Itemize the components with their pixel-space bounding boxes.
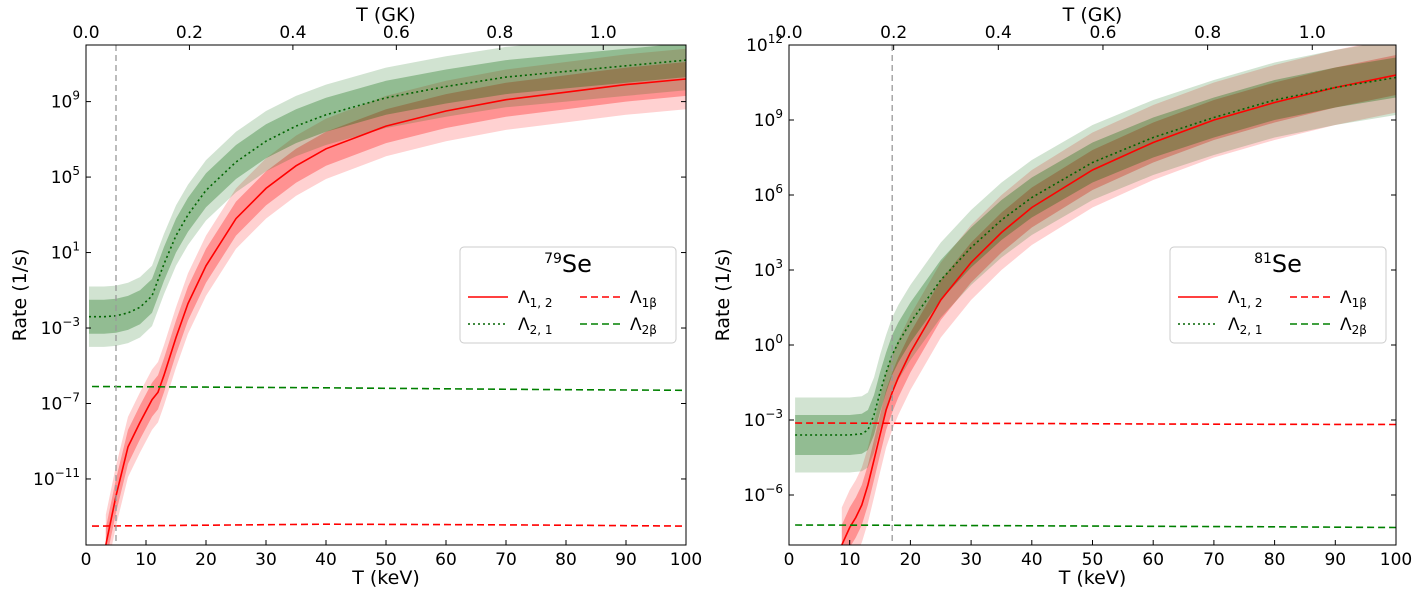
legend-label-4: Λ2β xyxy=(630,315,657,337)
x-tick-label: 10 xyxy=(135,550,157,570)
x-tick-label: 40 xyxy=(315,550,337,570)
y-tick-label: 106 xyxy=(754,182,783,206)
legend: 79Se Λ1, 2 Λ1β Λ2, 1 Λ2β xyxy=(459,246,677,344)
x-tick-label: 60 xyxy=(1142,550,1164,570)
x2-tick-label: 0.0 xyxy=(72,23,99,43)
x2-axis-label: T (GK) xyxy=(355,4,416,26)
legend-label-2: Λ1β xyxy=(630,288,657,310)
series-line-2 xyxy=(795,76,1396,436)
series-line-4 xyxy=(795,524,1396,529)
y-tick-label: 101 xyxy=(51,240,80,264)
x2-tick-label: 0.4 xyxy=(985,23,1012,43)
series-line-2 xyxy=(89,59,686,318)
x-tick-label: 30 xyxy=(960,550,982,570)
legend-box xyxy=(459,246,677,344)
legend: 81Se Λ1, 2 Λ1β Λ2, 1 Λ2β xyxy=(1169,246,1387,344)
y-axis-label: Rate (1/s) xyxy=(712,249,734,342)
x2-tick-label: 0.0 xyxy=(775,23,802,43)
legend-label-2: Λ1β xyxy=(1340,288,1367,310)
x-tick-label: 90 xyxy=(615,550,637,570)
x-tick-label: 80 xyxy=(1264,550,1286,570)
plot-area xyxy=(795,45,1396,545)
uncertainty-band-inner-1 xyxy=(841,55,1396,545)
x2-tick-label: 0.2 xyxy=(880,23,907,43)
x-axis-label: T (keV) xyxy=(1058,567,1126,589)
uncertainty-band-inner-2 xyxy=(89,45,686,334)
x2-tick-label: 0.6 xyxy=(1089,23,1116,43)
y-tick-label: 10−11 xyxy=(33,466,80,490)
x-tick-label: 70 xyxy=(1203,550,1225,570)
uncertainty-band-outer-1 xyxy=(105,48,686,545)
x-tick-label: 0 xyxy=(81,550,92,570)
x-tick-label: 30 xyxy=(255,550,277,570)
y-axis-label: Rate (1/s) xyxy=(9,249,31,342)
chart-panel-2: 0 10 20 30 40 50 60 70 80 90 100 0.0 0.2 0.4 0.6 0.8 1.0… xyxy=(712,4,1412,589)
x-tick-label: 40 xyxy=(1021,550,1043,570)
x2-tick-label: 0.4 xyxy=(279,23,306,43)
plot-area xyxy=(89,45,686,545)
legend-label-1: Λ1, 2 xyxy=(518,288,553,310)
y-tick-label: 10−3 xyxy=(41,315,80,339)
y-tick-label: 109 xyxy=(754,107,783,131)
x-tick-label: 100 xyxy=(670,550,702,570)
y-tick-label: 100 xyxy=(754,332,783,356)
series-line-1 xyxy=(105,78,686,545)
x2-axis-label: T (GK) xyxy=(1062,4,1123,26)
series-line-3 xyxy=(795,422,1396,426)
x2-tick-label: 0.8 xyxy=(486,23,513,43)
y-tick-label: 109 xyxy=(51,89,80,113)
x2-tick-label: 0.6 xyxy=(383,23,410,43)
x-tick-label: 60 xyxy=(435,550,457,570)
series-line-4 xyxy=(91,385,686,392)
x2-tick-label: 1.0 xyxy=(590,23,617,43)
chart-panel-1: 0 10 20 30 40 50 60 70 80 90 100 0.0 0.2 0.4 0.6 0.8 1.0… xyxy=(9,4,702,589)
legend-label-4: Λ2β xyxy=(1340,315,1367,337)
y-tick-label: 103 xyxy=(754,257,783,281)
x-tick-label: 10 xyxy=(839,550,861,570)
x-tick-label: 80 xyxy=(555,550,577,570)
x-tick-label: 50 xyxy=(375,550,397,570)
legend-label-1: Λ1, 2 xyxy=(1228,288,1263,310)
x-tick-label: 20 xyxy=(195,550,217,570)
series-line-3 xyxy=(91,523,686,527)
x2-tick-label: 0.2 xyxy=(176,23,203,43)
x-tick-label: 50 xyxy=(1082,550,1104,570)
legend-box xyxy=(1169,246,1387,344)
x-tick-label: 0 xyxy=(784,550,795,570)
x-tick-label: 70 xyxy=(495,550,517,570)
x2-tick-label: 1.0 xyxy=(1299,23,1326,43)
x-tick-label: 100 xyxy=(1380,550,1412,570)
legend-label-3: Λ2, 1 xyxy=(1228,315,1263,337)
y-tick-label: 105 xyxy=(51,164,80,188)
series-line-1 xyxy=(841,74,1396,545)
uncertainty-band-outer-1 xyxy=(841,45,1396,545)
x-axis-label: T (keV) xyxy=(351,567,419,589)
uncertainty-band-outer-2 xyxy=(89,45,686,347)
y-tick-label: 10−7 xyxy=(41,390,80,414)
legend-label-3: Λ2, 1 xyxy=(518,315,553,337)
y-tick-label: 10−6 xyxy=(744,482,783,506)
y-tick-label: 1012 xyxy=(746,32,783,56)
uncertainty-band-inner-2 xyxy=(795,57,1396,455)
y-tick-label: 10−3 xyxy=(744,407,783,431)
x-tick-label: 20 xyxy=(900,550,922,570)
legend-title: 81Se xyxy=(1254,250,1302,278)
x-tick-label: 90 xyxy=(1324,550,1346,570)
legend-title: 79Se xyxy=(544,250,592,278)
x2-tick-label: 0.8 xyxy=(1194,23,1221,43)
